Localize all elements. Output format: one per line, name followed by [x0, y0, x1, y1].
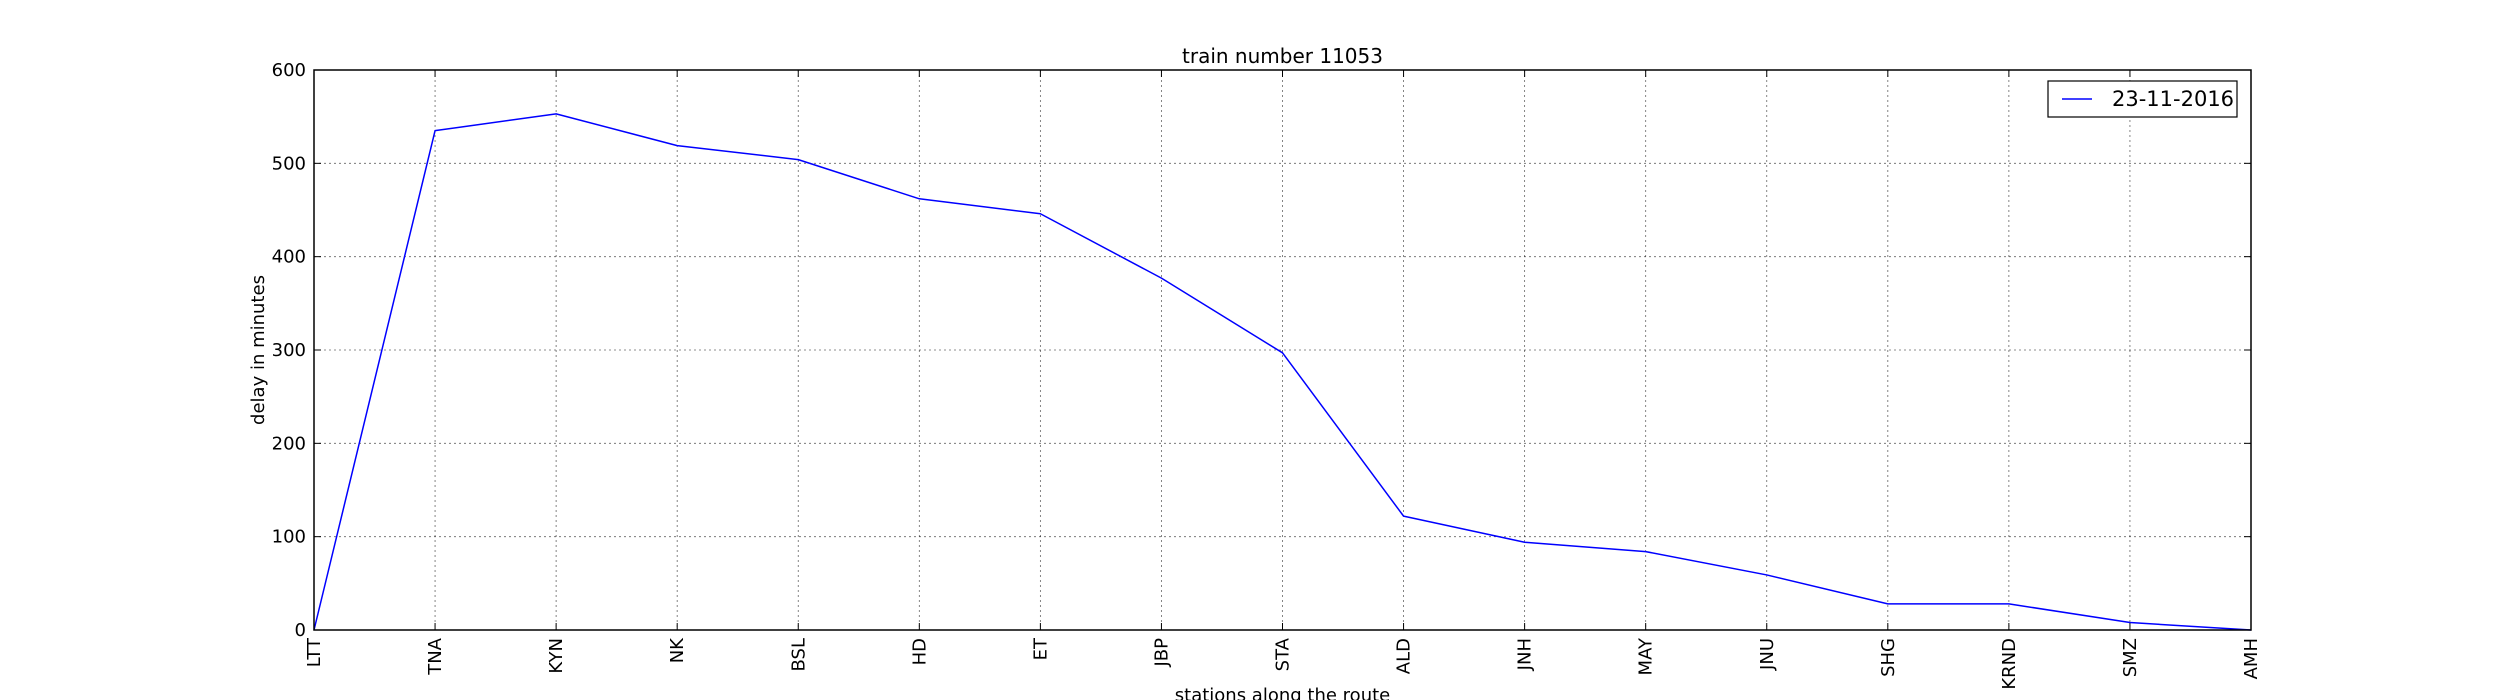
x-tick-label: HD	[909, 638, 930, 665]
y-tick-labels: 0 100 200 300 400 500 600	[272, 60, 306, 641]
x-tick-label: KRND	[1999, 638, 2020, 690]
x-tick-label: STA	[1273, 637, 1294, 671]
y-tick-label: 200	[272, 433, 306, 454]
legend-entry-label: 23-11-2016	[2112, 87, 2234, 111]
series-layer	[313, 113, 2252, 631]
y-axis-label: delay in minutes	[248, 275, 269, 425]
series-line	[313, 113, 2252, 631]
x-tick-labels: LTT TNA KYN NK BSL HD ET JBP STA ALD JNH MAY JNU SHG K…	[304, 637, 2262, 690]
x-tick-label: MAY	[1636, 637, 1657, 675]
x-tick-label: AMH	[2241, 638, 2262, 679]
x-tick-label: JNU	[1757, 638, 1778, 671]
legend: 23-11-2016	[2047, 80, 2238, 118]
x-tick-label: TNA	[425, 637, 446, 675]
x-tick-label: JNH	[1515, 638, 1536, 671]
x-tick-label: ALD	[1394, 638, 1415, 674]
y-tick-label: 500	[272, 153, 306, 174]
x-tick-label: NK	[667, 637, 688, 663]
y-tick-label: 0	[295, 620, 306, 641]
x-tick-label: BSL	[788, 638, 809, 672]
x-tick-label: JBP	[1151, 638, 1172, 668]
x-axis-label: stations along the route	[1175, 685, 1390, 700]
y-tick-label: 600	[272, 60, 306, 81]
chart-title: train number 11053	[1182, 44, 1383, 68]
x-tick-label: LTT	[304, 637, 325, 667]
y-tick-label: 300	[272, 340, 306, 361]
x-tick-label: ET	[1030, 637, 1051, 660]
x-tick-label: SHG	[1878, 638, 1899, 677]
y-tick-label: 100	[272, 527, 306, 548]
x-tick-label: SMZ	[2120, 638, 2141, 677]
tick-marks	[313, 69, 2252, 631]
y-tick-label: 400	[272, 247, 306, 268]
x-tick-label: KYN	[546, 638, 567, 674]
